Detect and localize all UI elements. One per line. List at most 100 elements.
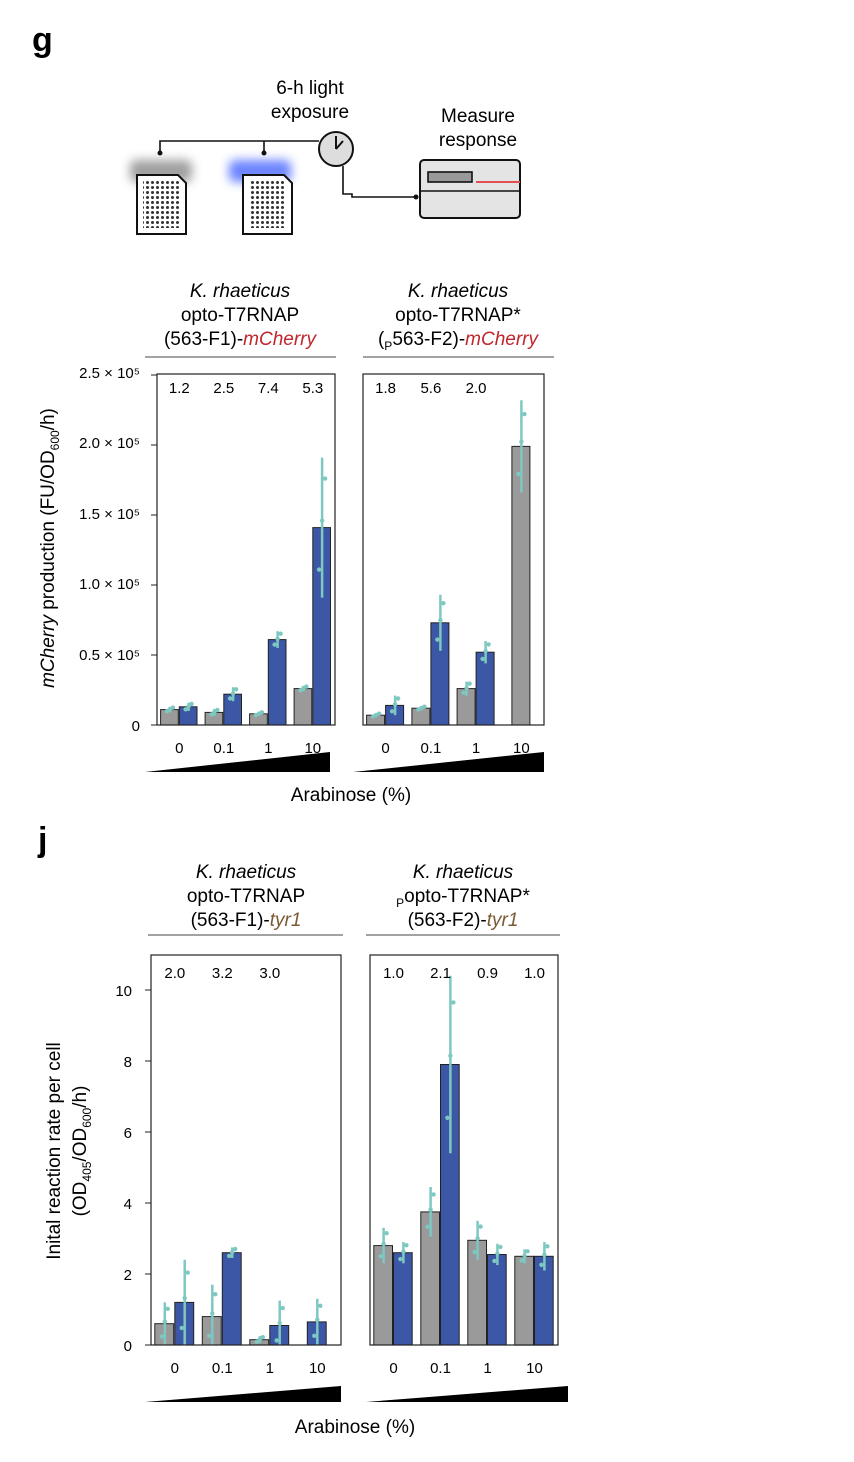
plate-reader-slot — [427, 171, 473, 183]
chart-g-ylabel: mCherry production (FU/OD600/h) — [38, 408, 62, 688]
chart-g-xlabel: Arabinose (%) — [291, 785, 411, 806]
replicate-dot — [389, 709, 395, 714]
replicate-dot — [464, 685, 469, 691]
plot-frame — [150, 954, 342, 1346]
chart-g1-title-line3: (563-F1)-mCherry — [164, 329, 318, 350]
replicate-dot — [381, 1241, 386, 1247]
x-tick-label: 0 — [175, 740, 183, 757]
replicate-dot — [230, 1250, 235, 1255]
chart-j1-title-line2: opto-T7RNAP — [187, 886, 305, 907]
fold-change-label: 5.6 — [420, 380, 441, 397]
fold-change-label: 5.3 — [302, 380, 323, 397]
bar — [411, 707, 431, 726]
chart-g1-title-line3-a: (563-F1)- — [164, 329, 243, 350]
measure-label-1: Measure — [441, 106, 515, 127]
fold-change-label: 7.4 — [258, 380, 279, 397]
replicate-dot — [315, 1317, 320, 1322]
replicate-dot — [475, 1236, 480, 1241]
x-tick-label: 0 — [381, 740, 389, 757]
clock-hands — [335, 136, 344, 150]
chart-j2-title: K. rhaeticus Popto-T7RNAP* (563-F2)-tyr1 — [366, 862, 560, 936]
replicate-dot — [431, 1192, 436, 1197]
plot-frame — [362, 373, 545, 726]
replicate-dot — [448, 1053, 453, 1058]
panel-letter-g: g — [32, 21, 53, 59]
replicate-dot — [260, 1335, 265, 1340]
bar — [487, 1254, 507, 1346]
replicate-dot — [522, 411, 527, 417]
chart-j2-title-sub: P — [396, 896, 404, 910]
replicate-dot — [280, 1305, 285, 1311]
replicate-dot — [435, 637, 440, 642]
replicate-dot — [445, 1115, 450, 1121]
chart-g1-title-line1: K. rhaeticus — [190, 281, 291, 302]
chart-j-ytick: 2 — [124, 1267, 132, 1284]
chart-j-ylabel-sub2: 600 — [80, 1107, 94, 1127]
connector-line-top — [159, 140, 319, 152]
replicate-dot — [182, 1295, 187, 1301]
replicate-dot — [233, 1246, 238, 1252]
chart-g-yaxis: 0 0.5 × 10⁵ 1.0 × 10⁵ 1.5 × 10⁵ 2.0 × 10… — [79, 365, 140, 735]
chart-g1-title: K. rhaeticus opto-T7RNAP (563-F1)-mCherr… — [145, 281, 336, 358]
chart-g1-title-line2: opto-T7RNAP — [181, 305, 299, 326]
chart-j1-title: K. rhaeticus opto-T7RNAP (563-F1)-tyr1 — [148, 862, 343, 936]
x-tick-label: 0.1 — [420, 740, 441, 757]
chart-g2-title-line1: K. rhaeticus — [408, 281, 509, 302]
replicate-dot — [404, 1243, 409, 1248]
replicate-dot — [278, 631, 283, 636]
fold-change-label: 1.8 — [375, 380, 396, 397]
connector-line-reader — [342, 166, 416, 198]
replicate-dot — [189, 701, 194, 707]
replicate-dot — [230, 691, 236, 696]
replicate-dot — [312, 1333, 317, 1339]
chart-g-ytick: 0.5 × 10⁵ — [79, 647, 140, 664]
chart-j1-title-line3-a: (563-F1)- — [191, 910, 270, 931]
chart-j-yaxis: 0 2 4 6 8 10 — [115, 983, 132, 1355]
replicate-dot — [451, 1000, 456, 1005]
replicate-dot — [319, 518, 325, 523]
replicate-dot — [185, 1270, 190, 1275]
chart-j-ytick: 6 — [124, 1125, 132, 1142]
fold-change-label: 2.1 — [430, 965, 451, 982]
replicate-dot — [478, 1224, 483, 1229]
replicate-dot — [395, 696, 401, 701]
chart-j1-title-line3: (563-F1)-tyr1 — [191, 910, 302, 931]
replicate-dot — [472, 1249, 477, 1255]
x-tick-label: 10 — [304, 740, 321, 757]
replicate-dot — [162, 1319, 167, 1324]
chart-j2-title-line3: (563-F2)-tyr1 — [408, 910, 519, 931]
replicate-dot — [495, 1251, 500, 1256]
chart-j2-title-line1: K. rhaeticus — [413, 862, 514, 883]
bar — [293, 688, 313, 726]
replicate-dot — [461, 690, 466, 695]
x-tick-label: 0.1 — [213, 740, 234, 757]
arabinose-gradient-wedge — [145, 752, 330, 772]
chart-g2-title-sub: P — [384, 339, 392, 353]
replicate-dot — [210, 1311, 215, 1316]
fold-change-label: 1.0 — [524, 965, 545, 982]
arabinose-gradient-wedge — [353, 752, 544, 772]
well-plate-light-wells — [249, 181, 286, 228]
chart-j-ylabel-sub1: 405 — [80, 1161, 94, 1181]
replicate-dot — [159, 1334, 164, 1339]
x-tick-label: 1 — [472, 740, 480, 757]
light-exposure-label-1: 6-h light — [276, 78, 344, 99]
plot-areas: 01.20.12.517.4105.301.80.15.612.01002.00… — [145, 373, 568, 1402]
chart-j2-title-gene: tyr1 — [487, 910, 519, 931]
chart-j-ylabel-line1: Inital reaction rate per cell — [44, 1042, 65, 1260]
chart-j-ytick: 8 — [124, 1054, 132, 1071]
arabinose-gradient-wedge — [366, 1386, 568, 1402]
chart-g2-plot: 0 1.8 0.1 5.6 1 2.0 10 — [353, 373, 545, 772]
replicate-dot — [486, 642, 491, 647]
chart-j-ylabel-c: /h) — [70, 1086, 91, 1108]
replicate-dot — [275, 636, 280, 641]
replicate-dot — [425, 1224, 430, 1230]
connector-dot — [413, 194, 419, 200]
chart-j2-title-line3-a: (563-F2)- — [408, 910, 487, 931]
light-exposure-label-2: exposure — [271, 102, 349, 123]
fold-change-label: 3.2 — [212, 965, 233, 982]
arabinose-gradient-wedge — [145, 1386, 341, 1402]
bar — [267, 639, 287, 726]
chart-j-ylabel-line2: (OD405/OD600/h) — [70, 1086, 94, 1217]
fold-change-label: 0.9 — [477, 965, 498, 982]
